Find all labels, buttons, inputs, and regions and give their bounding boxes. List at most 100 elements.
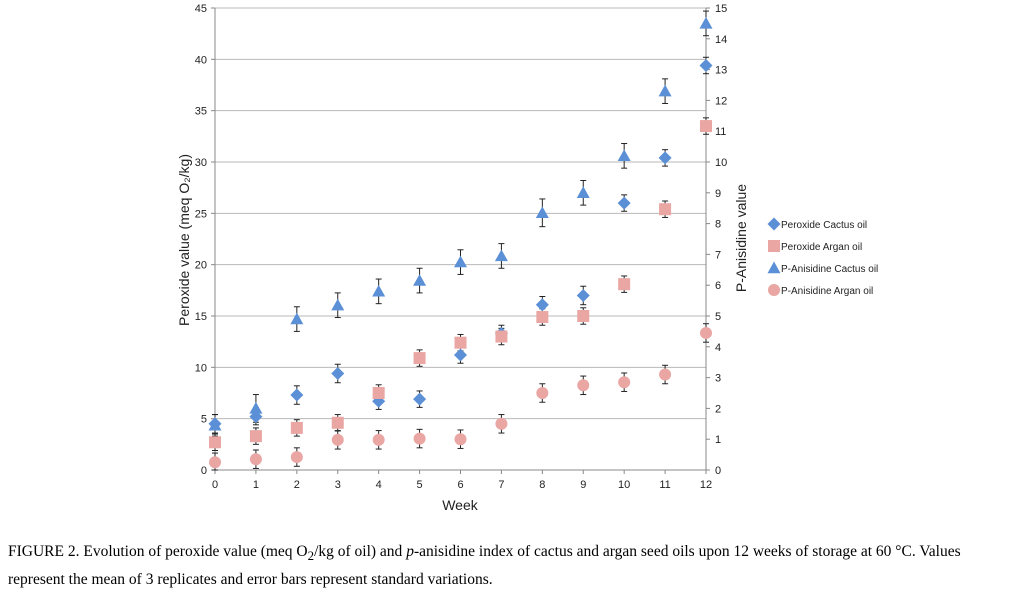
peroxide-argan-oil-point	[331, 416, 344, 429]
axes	[211, 7, 710, 474]
left-tick-label: 45	[195, 3, 207, 15]
p-anisidine-argan-oil-point	[577, 379, 590, 392]
caption-italic: p	[406, 543, 414, 560]
right-tick-label: 8	[715, 219, 721, 231]
x-tick-label: 6	[457, 479, 463, 491]
x-tick-label: 2	[294, 479, 300, 491]
legend-label: P-Anisidine Cactus oil	[781, 264, 878, 275]
peroxide-argan-oil-point	[700, 120, 712, 133]
peroxide-argan-oil-point	[577, 310, 590, 322]
peroxide-argan-oil-point	[372, 387, 385, 399]
right-tick-label: 12	[715, 95, 727, 107]
left-tick-label: 5	[201, 414, 207, 426]
left-tick-label: 40	[195, 54, 207, 66]
p-anisidine-cactus-oil-point	[413, 274, 427, 286]
p-anisidine-cactus-oil-point	[576, 186, 590, 198]
right-tick-label: 2	[715, 403, 721, 415]
peroxide-cactus-oil-point	[617, 196, 631, 210]
peroxide-cactus-oil-point	[576, 288, 590, 302]
legend-marker	[768, 284, 780, 296]
p-anisidine-cactus-oil-point	[617, 149, 631, 162]
peroxide-argan-oil-point	[618, 278, 631, 291]
right-tick-label: 4	[715, 342, 721, 354]
x-axis-label: Week	[442, 497, 479, 513]
peroxide-argan-oil-point	[659, 203, 672, 216]
legend-marker	[767, 217, 781, 231]
p-anisidine-argan-oil-point	[331, 433, 344, 446]
right-tick-label: 14	[715, 34, 727, 46]
left-y-axis-label: Peroxide value (meq O₂/kg)	[176, 154, 192, 326]
p-anisidine-cactus-oil-point	[699, 16, 713, 29]
p-anisidine-argan-oil-point	[209, 456, 221, 469]
right-y-axis-label: P-Anisidine value	[733, 184, 749, 292]
right-tick-label: 13	[715, 65, 727, 77]
peroxide-cactus-oil-point	[535, 298, 549, 312]
p-anisidine-argan-oil-point	[249, 453, 262, 466]
x-tick-label: 5	[417, 479, 423, 491]
peroxide-cactus-oil-point	[331, 366, 345, 380]
p-anisidine-argan-oil-point	[372, 433, 385, 446]
x-tick-label: 4	[376, 479, 382, 491]
legend-marker	[768, 240, 780, 252]
peroxide-cactus-oil-point	[454, 348, 467, 362]
peroxide-cactus-oil-point	[699, 58, 713, 72]
x-tick-label: 1	[253, 479, 259, 491]
data-markers	[208, 16, 713, 469]
p-anisidine-argan-oil-point	[413, 432, 426, 445]
p-anisidine-argan-oil-point	[659, 368, 672, 381]
x-tick-label: 9	[580, 479, 586, 491]
p-anisidine-argan-oil-point	[495, 417, 508, 430]
right-tick-label: 9	[715, 188, 721, 200]
p-anisidine-cactus-oil-point	[208, 418, 222, 431]
x-tick-label: 3	[335, 479, 341, 491]
p-anisidine-cactus-oil-point	[249, 401, 263, 414]
caption-text-3: -anisidine index of cactus and argan see…	[8, 543, 961, 589]
p-anisidine-cactus-oil-point	[372, 284, 386, 297]
legend-label: Peroxide Cactus oil	[781, 220, 867, 231]
caption-text-2: /kg of oil) and	[314, 543, 407, 560]
right-tick-label: 10	[715, 157, 727, 169]
x-tick-label: 0	[212, 479, 218, 491]
right-tick-label: 0	[715, 465, 721, 477]
p-anisidine-cactus-oil-point	[290, 312, 304, 325]
x-tick-label: 12	[700, 479, 712, 491]
left-tick-label: 35	[195, 106, 207, 118]
caption-text-1: FIGURE 2. Evolution of peroxide value (m…	[8, 543, 308, 560]
x-tick-labels: 0 1 2 3 4 5 6 7 8 9 10 11 12	[212, 479, 712, 491]
peroxide-argan-oil-point	[454, 336, 467, 349]
right-tick-label: 1	[715, 434, 721, 446]
left-tick-label: 10	[195, 362, 207, 374]
p-anisidine-argan-oil-point	[454, 433, 467, 446]
right-tick-label: 7	[715, 249, 721, 261]
peroxide-argan-oil-point	[413, 352, 426, 365]
p-anisidine-argan-oil-point	[536, 387, 549, 399]
error-bars	[212, 10, 709, 471]
peroxide-argan-oil-point	[536, 311, 549, 324]
right-tick-label: 5	[715, 311, 721, 323]
figure-caption: FIGURE 2. Evolution of peroxide value (m…	[8, 540, 1008, 592]
p-anisidine-cactus-oil-point	[658, 84, 672, 97]
legend-label: Peroxide Argan oil	[781, 242, 862, 253]
p-anisidine-argan-oil-point	[290, 451, 303, 464]
right-tick-label: 11	[715, 126, 726, 138]
left-tick-label: 25	[195, 208, 207, 220]
p-anisidine-argan-oil-point	[700, 326, 712, 339]
legend-marker	[767, 261, 781, 274]
left-tick-label: 20	[195, 260, 207, 272]
p-anisidine-argan-oil-point	[618, 376, 631, 389]
peroxide-argan-oil-point	[290, 421, 303, 434]
peroxide-cactus-oil-point	[658, 151, 672, 165]
p-anisidine-cactus-oil-point	[331, 298, 345, 311]
left-tick-label: 30	[195, 157, 207, 169]
left-tick-labels: 0 5 10 15 20 25 30 35 40 45	[195, 3, 207, 477]
peroxide-cactus-oil-point	[290, 388, 304, 402]
right-tick-label: 15	[715, 3, 727, 15]
x-tick-label: 11	[659, 479, 670, 491]
right-tick-label: 3	[715, 373, 721, 385]
right-tick-label: 6	[715, 280, 721, 292]
left-tick-label: 0	[201, 465, 207, 477]
p-anisidine-cactus-oil-point	[494, 249, 508, 262]
caption-subscript: 2	[307, 548, 315, 564]
